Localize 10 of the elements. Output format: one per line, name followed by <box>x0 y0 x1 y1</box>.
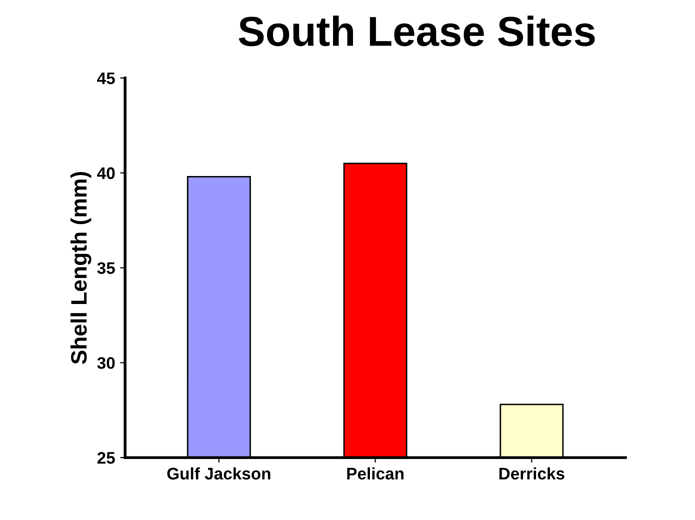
y-tick-label: 35 <box>97 262 115 274</box>
y-tick-label: 30 <box>97 357 115 369</box>
x-tick-label: Derricks <box>499 467 564 480</box>
x-tick-label: Gulf Jackson <box>167 467 270 480</box>
chart-title: South Lease Sites <box>238 16 595 46</box>
y-tick-label: 25 <box>97 452 115 464</box>
y-tick-label: 45 <box>97 72 115 84</box>
y-axis-title: Shell Length (mm) <box>70 172 92 364</box>
x-tick-label: Pelican <box>347 467 404 480</box>
y-tick-label: 40 <box>97 167 115 180</box>
